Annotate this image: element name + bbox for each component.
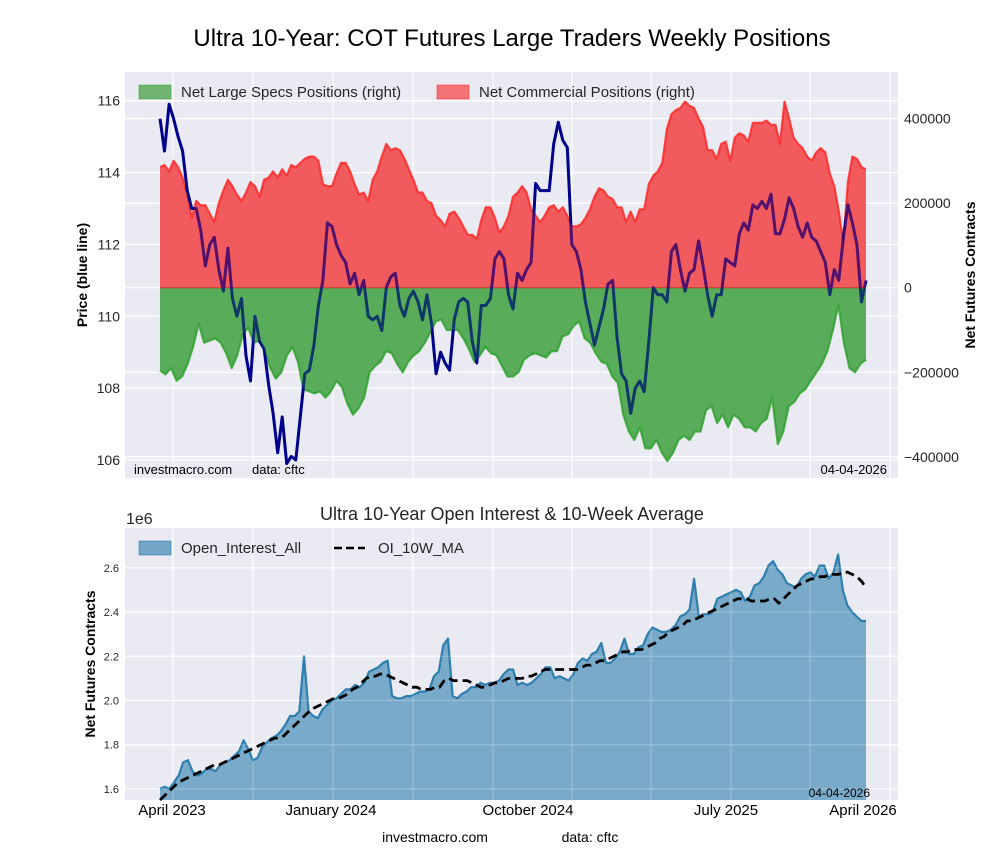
date-tick-label: October 2024	[483, 802, 574, 819]
y-scale-label: 1e6	[126, 511, 153, 528]
footer-site: investmacro.com	[382, 829, 488, 845]
page-title: Ultra 10-Year: COT Futures Large Traders…	[193, 25, 830, 52]
contracts-tick-label: 200000	[904, 195, 951, 211]
legend-swatch-commercial	[436, 84, 470, 100]
source-annotation: data: cftc	[252, 462, 305, 477]
large-specs-line	[159, 303, 867, 463]
date-tick-label: January 2024	[286, 802, 377, 819]
open-interest-axis-label: Net Futures Contracts	[82, 590, 98, 737]
price-line-group	[158, 101, 868, 466]
footer-source: data: cftc	[562, 829, 619, 845]
open-interest-tick-label: 2.6	[104, 563, 119, 575]
open-interest-x-ticks: April 2023 January 2024 October 2024 July 2…	[138, 802, 897, 819]
price-tick-label: 110	[98, 308, 121, 324]
contracts-axis-label: Net Futures Contracts	[962, 201, 978, 348]
date-annotation: 04-04-2026	[821, 462, 888, 477]
price-tick-label: 116	[98, 93, 121, 109]
open-interest-fill	[160, 554, 866, 800]
open-interest-y-ticks: 1.6 1.8 2.0 2.2 2.4 2.6	[104, 563, 119, 796]
commercial-line	[159, 100, 867, 245]
price-tick-label: 106	[97, 452, 121, 468]
contracts-tick-label: −400000	[904, 449, 959, 465]
legend-label-open-interest: Open_Interest_All	[181, 540, 301, 557]
legend-swatch-open-interest	[138, 540, 172, 556]
contracts-axis-ticks: −400000 −200000 0 200000 400000	[904, 111, 959, 465]
price-axis-label: Price (blue line)	[74, 223, 90, 327]
price-tick-label: 108	[97, 380, 121, 396]
moving-average-line	[159, 570, 868, 802]
open-interest-tick-label: 1.6	[104, 784, 119, 796]
date-tick-label: July 2025	[694, 802, 758, 819]
open-interest-tick-label: 1.8	[104, 740, 119, 752]
contracts-tick-label: 0	[904, 280, 912, 296]
positions-legend: Net Large Specs Positions (right) Net Co…	[138, 84, 695, 101]
open-interest-tick-label: 2.0	[104, 695, 119, 707]
positions-chart: 106 108 110 112 114 116 −400000 −200000 0 200000…	[74, 72, 978, 478]
legend-label-large-specs: Net Large Specs Positions (right)	[181, 84, 401, 101]
open-interest-title: Ultra 10-Year Open Interest & 10-Week Av…	[320, 504, 704, 524]
commercial-overlay	[160, 101, 866, 288]
price-line	[158, 102, 868, 466]
date-tick-label: April 2026	[829, 802, 897, 819]
contracts-tick-label: 400000	[904, 111, 951, 127]
legend-label-moving-average: OI_10W_MA	[378, 540, 464, 557]
legend-swatch-large-specs	[138, 84, 172, 100]
contracts-tick-label: −200000	[904, 364, 959, 380]
open-interest-chart: Ultra 10-Year Open Interest & 10-Week Av…	[82, 504, 898, 819]
open-interest-tick-label: 2.2	[104, 651, 119, 663]
moving-average-line-group	[159, 570, 868, 802]
site-annotation: investmacro.com	[134, 462, 232, 477]
price-tick-label: 112	[98, 236, 121, 252]
large-specs-overlay	[160, 287, 866, 462]
price-axis-ticks: 106 108 110 112 114 116	[97, 93, 121, 468]
open-interest-tick-label: 2.4	[104, 607, 119, 619]
open-interest-date-annotation: 04-04-2026	[809, 786, 871, 800]
legend-label-commercial: Net Commercial Positions (right)	[479, 84, 695, 101]
price-tick-label: 114	[98, 165, 121, 181]
open-interest-legend: Open_Interest_All OI_10W_MA	[138, 540, 464, 557]
date-tick-label: April 2023	[138, 802, 206, 819]
large-specs-area	[160, 287, 866, 462]
